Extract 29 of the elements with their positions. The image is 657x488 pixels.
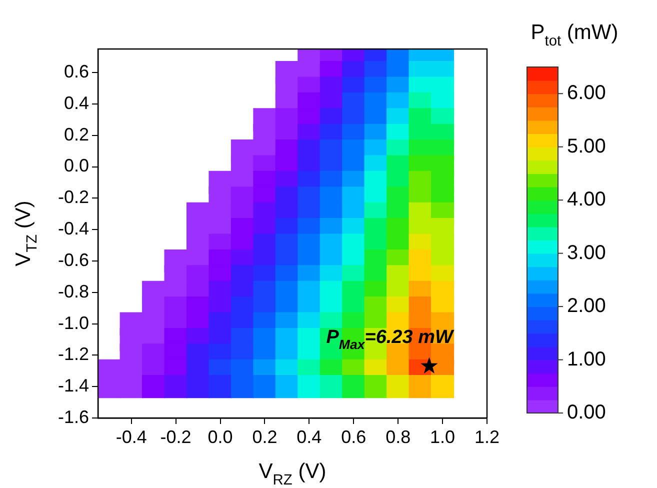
y-tick-label: -0.8: [58, 281, 89, 302]
color-bar-label: 0.00: [567, 402, 606, 424]
x-tick-label: 0.0: [208, 426, 233, 447]
x-tick-label: 1.2: [474, 426, 500, 447]
x-tick-label: 0.2: [252, 426, 278, 447]
color-bar-label: 1.00: [567, 348, 606, 370]
y-tick-label: -1.6: [58, 406, 89, 427]
x-tick-label: 0.6: [341, 426, 366, 447]
x-tick-label: -0.4: [116, 426, 147, 447]
y-tick-label: 0.4: [64, 92, 89, 113]
color-bar-label: 3.00: [567, 242, 606, 264]
y-tick-label: 0.6: [64, 62, 89, 82]
y-axis-title: VTZ (V): [12, 200, 40, 266]
x-tick-label: 0.8: [386, 426, 411, 447]
color-bar-label: 2.00: [567, 295, 606, 318]
y-tick-label: -1.4: [58, 376, 89, 396]
y-tick-label: -0.2: [58, 187, 89, 208]
x-tick-label: 1.0: [430, 426, 456, 447]
x-tick-label: -0.2: [160, 426, 192, 447]
y-tick-label: -0.4: [58, 218, 89, 239]
y-tick-label: -1.0: [58, 312, 89, 333]
y-tick-label: 0.2: [64, 124, 89, 144]
x-tick-label: 0.4: [296, 426, 322, 447]
color-bar-label: 5.00: [567, 135, 606, 158]
y-tick-label: -0.6: [58, 250, 89, 270]
color-bar-label: 6.00: [567, 82, 606, 104]
color-bar-label: 4.00: [567, 188, 606, 211]
y-tick-label: -1.2: [58, 344, 89, 364]
y-tick-label: 0.0: [64, 156, 89, 176]
